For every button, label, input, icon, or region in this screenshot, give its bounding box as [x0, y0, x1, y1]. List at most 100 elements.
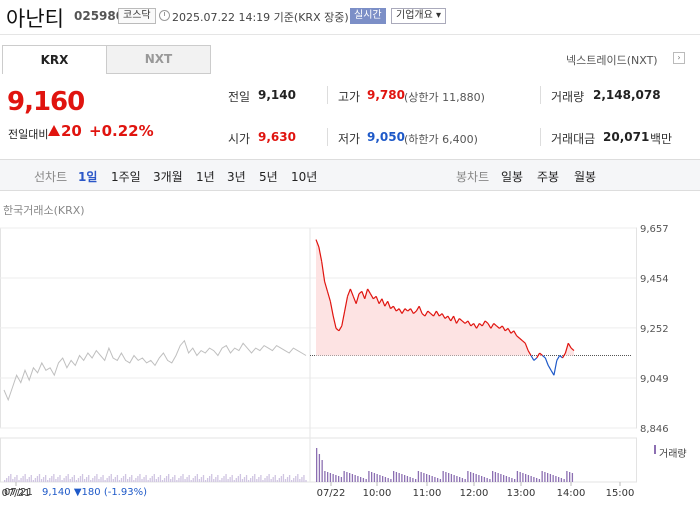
volume-bar [420, 472, 422, 482]
volume-bar [32, 480, 34, 482]
volume-bar [83, 479, 86, 482]
volume-bar [10, 474, 12, 482]
today-segment [410, 308, 414, 314]
volume-bar [483, 477, 486, 482]
volume-bar [75, 480, 78, 482]
volume-bar [192, 478, 194, 482]
stock-code: 025980 [74, 9, 125, 23]
volume-bar [459, 477, 461, 482]
volume-bar [231, 475, 233, 482]
today-segment [522, 340, 526, 344]
volume-bar [514, 479, 516, 482]
company-info-dropdown[interactable]: 기업개요 ▾ [391, 8, 446, 24]
today-segment [378, 298, 383, 305]
chevron-right-icon[interactable]: › [673, 52, 685, 64]
volume-bar [26, 479, 28, 482]
today-segment [355, 293, 360, 304]
volume-bar [448, 473, 450, 482]
volume-bar [223, 476, 225, 482]
volume-bar [549, 474, 552, 482]
period-tab-5y[interactable]: 5년 [259, 170, 278, 184]
volume-bar [376, 474, 378, 482]
volume-bar [544, 472, 546, 482]
today-segment [433, 310, 437, 317]
candle-tab-weekly[interactable]: 주봉 [537, 170, 560, 184]
volume-bar [481, 476, 483, 482]
volume-bar [65, 476, 67, 482]
realtime-button[interactable]: 실시간 [350, 8, 386, 24]
volume-bar [489, 479, 491, 482]
clock-icon [159, 10, 170, 21]
volume-bar [190, 480, 192, 482]
volume-bar [461, 478, 464, 482]
today-segment [507, 328, 512, 334]
today-segment [464, 320, 469, 324]
period-tab-1d[interactable]: 1일 [78, 170, 98, 184]
today-segment [381, 298, 386, 307]
lower-limit: (하한가 6,400) [404, 133, 478, 146]
volume-bar [324, 471, 326, 482]
volume-bar [14, 477, 16, 482]
period-tab-3m[interactable]: 3개월 [153, 170, 183, 184]
today-segment [553, 360, 558, 376]
today-fill [316, 239, 574, 356]
volume-bar [272, 477, 274, 482]
volume-bar [282, 474, 285, 482]
volume-bar [235, 478, 237, 482]
current-price: 9,160 [7, 87, 85, 117]
nxt-link[interactable]: 넥스트레이드(NXT) [566, 54, 658, 67]
today-segment [476, 323, 480, 329]
volume-bar [428, 475, 431, 482]
volume-bar [4, 480, 6, 482]
tab-nxt[interactable]: NXT [106, 45, 211, 74]
period-tab-3y[interactable]: 3년 [227, 170, 246, 184]
today-segment [444, 315, 449, 319]
candle-tab-monthly[interactable]: 월봉 [574, 170, 597, 184]
period-tab-1w[interactable]: 1주일 [111, 170, 141, 184]
today-segment [395, 308, 400, 312]
volume-bar [42, 477, 45, 482]
volume-bar [239, 474, 242, 482]
candle-chart-label: 봉차트 [456, 170, 490, 184]
volume-bar [202, 475, 205, 482]
volume-bar [558, 477, 560, 482]
today-segment [499, 325, 503, 329]
volume-bar [161, 480, 164, 482]
volume-bar [497, 473, 499, 482]
today-segment [338, 325, 343, 332]
volume-bar [343, 471, 345, 482]
volume-bar [505, 476, 508, 482]
today-segment [527, 350, 532, 356]
period-tab-1y[interactable]: 1년 [196, 170, 215, 184]
volume-bar [511, 478, 513, 482]
volume-bar [301, 477, 303, 482]
today-segment [450, 315, 455, 322]
volume-bar [288, 475, 291, 482]
today-segment [364, 288, 369, 299]
volume-bar [215, 477, 217, 482]
volume-bar [143, 477, 145, 482]
volume-bar [547, 473, 549, 482]
volume-bar [406, 476, 409, 482]
volume-bar [69, 479, 71, 482]
today-segment [335, 327, 340, 332]
volume-bar [431, 476, 433, 482]
today-segment [384, 300, 389, 307]
volume-bar [303, 475, 305, 482]
volume-bar [159, 475, 162, 482]
period-tab-10y[interactable]: 10년 [291, 170, 318, 184]
volume-bar [71, 477, 73, 482]
y-tick-label: 9,252 [640, 324, 669, 335]
candle-tab-daily[interactable]: 일봉 [501, 170, 524, 184]
volume-bar [530, 476, 532, 482]
tab-krx[interactable]: KRX [2, 45, 107, 74]
low-value: 9,050 [367, 130, 405, 144]
today-segment [430, 313, 434, 317]
volume-bar [110, 474, 112, 482]
today-segment [341, 310, 346, 327]
volume-bar [229, 477, 231, 482]
volume-bar [79, 476, 82, 482]
today-segment [510, 330, 515, 334]
volume-bar [453, 475, 455, 482]
